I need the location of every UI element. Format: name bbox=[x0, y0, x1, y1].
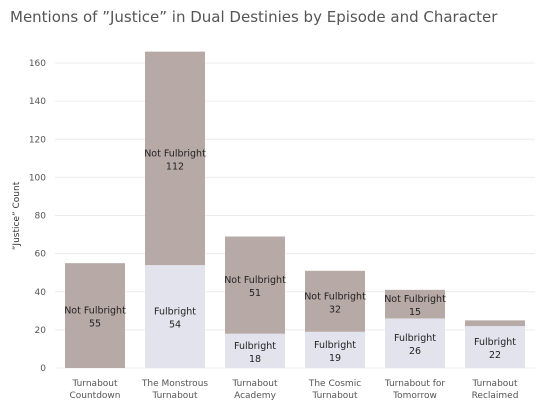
segment-series-label: Fulbright bbox=[154, 307, 196, 318]
bar-segment-not-fulbright bbox=[145, 51, 205, 266]
x-category-label: The Monstrous Turnabout bbox=[141, 379, 209, 401]
segment-series-label: Not Fulbright bbox=[144, 148, 206, 159]
bar-segment-not-fulbright bbox=[305, 270, 365, 332]
bar-segment-fulbright bbox=[465, 326, 525, 368]
bar-segment-fulbright bbox=[225, 333, 285, 368]
bar-segment-not-fulbright bbox=[465, 320, 525, 327]
x-category-label: Turnabout for Tomorrow bbox=[384, 379, 446, 401]
x-category-label: The Cosmic Turnabout bbox=[308, 379, 361, 401]
y-tick-label: 140 bbox=[29, 97, 46, 107]
segment-series-label: Fulbright bbox=[314, 340, 356, 351]
x-category-label: Turnabout Countdown bbox=[69, 379, 120, 401]
segment-series-label: Fulbright bbox=[234, 341, 276, 352]
segment-value-label: 26 bbox=[409, 346, 421, 357]
x-category-label: Turnabout Academy bbox=[231, 379, 278, 401]
segment-value-label: 18 bbox=[249, 354, 261, 365]
segment-series-label: Not Fulbright bbox=[304, 291, 366, 302]
segment-series-label: Fulbright bbox=[394, 333, 436, 344]
segment-value-label: 54 bbox=[169, 320, 181, 331]
segment-value-label: 112 bbox=[166, 161, 184, 172]
segment-value-label: 32 bbox=[329, 304, 341, 315]
bar-segment-not-fulbright bbox=[65, 263, 125, 368]
bar-segment-not-fulbright bbox=[385, 289, 445, 319]
segment-series-label: Not Fulbright bbox=[224, 275, 286, 286]
segment-value-label: 19 bbox=[329, 353, 341, 364]
segment-series-label: Fulbright bbox=[474, 337, 516, 348]
segment-value-label: 22 bbox=[489, 350, 501, 361]
y-tick-label: 40 bbox=[35, 288, 47, 298]
bar-segment-fulbright bbox=[305, 331, 365, 368]
y-tick-label: 0 bbox=[40, 364, 46, 374]
y-axis-label: ”Justice” Count bbox=[12, 181, 22, 250]
y-tick-label: 60 bbox=[35, 250, 47, 260]
segment-value-label: 51 bbox=[249, 288, 261, 299]
segment-series-label: Not Fulbright bbox=[384, 294, 446, 305]
y-tick-label: 120 bbox=[29, 135, 46, 145]
bar-segment-not-fulbright bbox=[225, 236, 285, 334]
y-tick-label: 20 bbox=[35, 326, 47, 336]
y-tick-label: 160 bbox=[29, 59, 46, 69]
y-tick-label: 100 bbox=[29, 173, 46, 183]
segment-value-label: 55 bbox=[89, 319, 101, 330]
bar-segment-fulbright bbox=[385, 318, 445, 368]
segment-value-label: 15 bbox=[409, 307, 421, 318]
bar-segment-fulbright bbox=[145, 265, 205, 368]
y-tick-label: 80 bbox=[35, 212, 47, 222]
chart-title: Mentions of ”Justice” in Dual Destinies … bbox=[10, 8, 498, 26]
x-category-label: Turnabout Reclaimed bbox=[471, 379, 518, 401]
segment-series-label: Not Fulbright bbox=[64, 306, 126, 317]
